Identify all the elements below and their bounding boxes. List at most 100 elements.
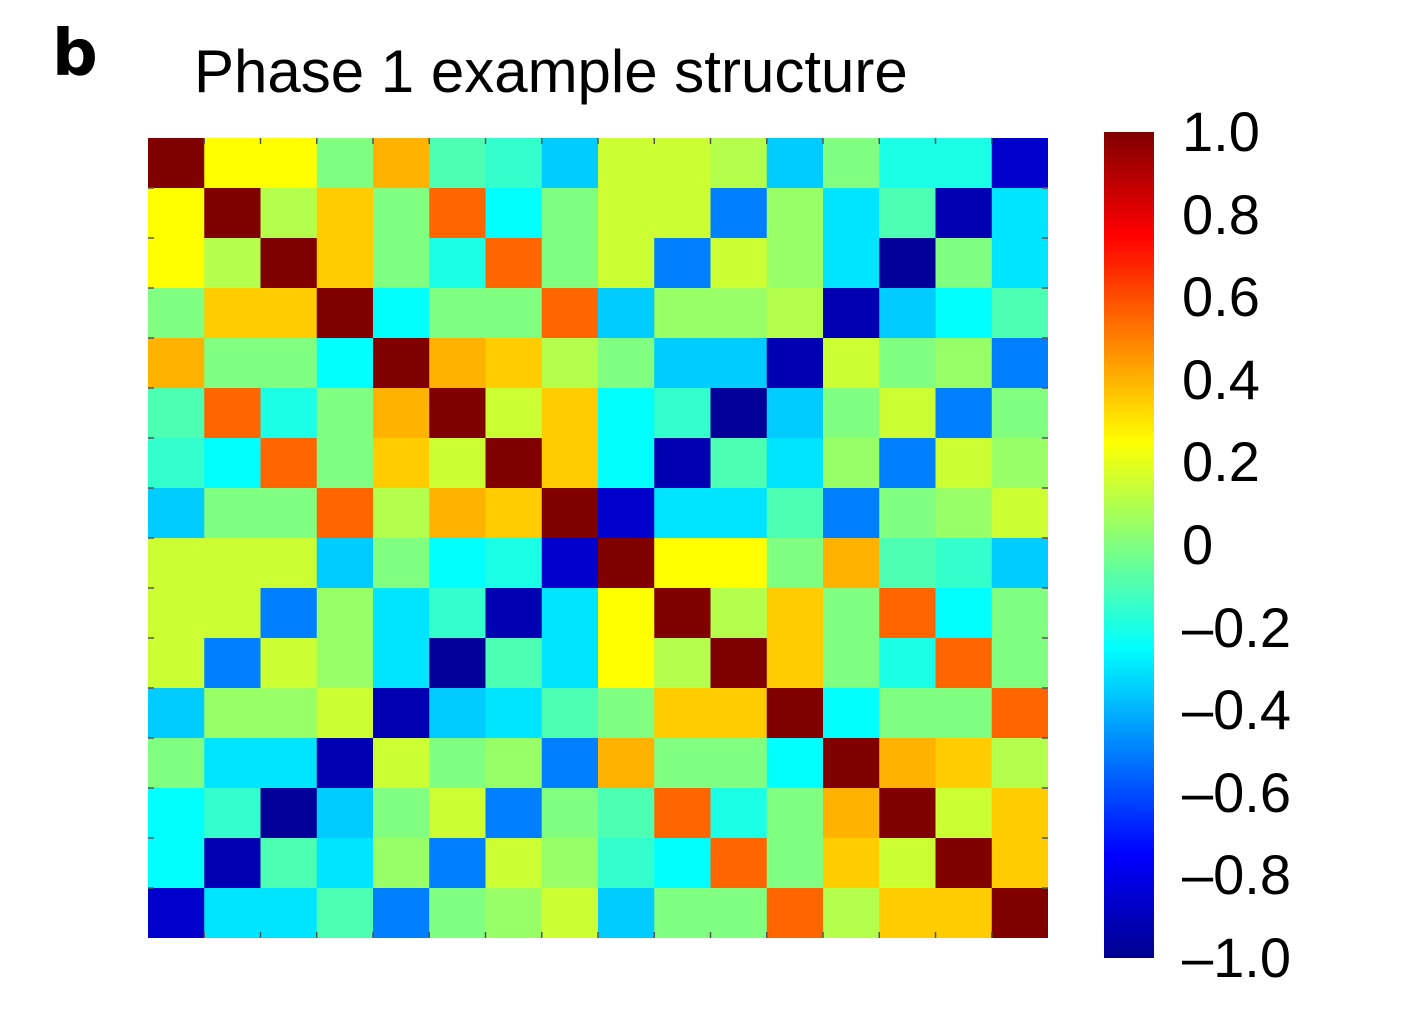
heatmap-cell — [879, 538, 936, 589]
heatmap-cell — [991, 838, 1048, 889]
heatmap-cell — [935, 838, 993, 889]
colorbar-tick-label: –0.8 — [1182, 843, 1291, 907]
heatmap-cell — [766, 338, 824, 389]
heatmap-cell — [935, 788, 993, 839]
heatmap-cell — [710, 638, 768, 689]
heatmap-cell — [260, 288, 318, 339]
heatmap-cell — [991, 888, 1048, 938]
heatmap-cell — [541, 588, 599, 639]
heatmap-cell — [879, 838, 936, 889]
heatmap-cell — [373, 288, 430, 339]
heatmap-cell — [429, 138, 486, 189]
colorbar — [1104, 132, 1154, 958]
heatmap-cell — [991, 688, 1048, 739]
heatmap-cell — [316, 538, 374, 589]
heatmap-cell — [598, 288, 655, 339]
heatmap-cell — [654, 738, 711, 789]
heatmap-cell — [373, 438, 430, 489]
heatmap-cell — [260, 538, 318, 589]
colorbar-tick-label: 0.2 — [1182, 430, 1260, 494]
heatmap-cell — [429, 238, 486, 289]
heatmap-cell — [204, 538, 261, 589]
heatmap-cell — [316, 488, 374, 539]
heatmap-cell — [654, 888, 711, 938]
heatmap-cell — [204, 288, 261, 339]
heatmap-cell — [204, 738, 261, 789]
heatmap-cell — [766, 738, 824, 789]
heatmap-cell — [204, 438, 261, 489]
heatmap-cell — [991, 638, 1048, 689]
colorbar-tick-label: –0.2 — [1182, 595, 1291, 659]
heatmap-cell — [541, 438, 599, 489]
heatmap-cell — [485, 888, 543, 938]
heatmap-cell — [541, 338, 599, 389]
heatmap-cell — [316, 788, 374, 839]
heatmap-cell — [429, 688, 486, 739]
heatmap-cell — [823, 538, 880, 589]
heatmap-cell — [373, 738, 430, 789]
heatmap-cell — [148, 738, 205, 789]
heatmap-cell — [935, 688, 993, 739]
heatmap-cell — [935, 888, 993, 938]
colorbar-tick-label: –0.6 — [1182, 760, 1291, 824]
heatmap-cell — [654, 538, 711, 589]
heatmap-cell — [823, 238, 880, 289]
heatmap-cell — [429, 888, 486, 938]
heatmap-cell — [204, 388, 261, 439]
heatmap-cell — [429, 288, 486, 339]
heatmap-cell — [991, 238, 1048, 289]
heatmap-cell — [935, 138, 993, 189]
heatmap-cell — [485, 438, 543, 489]
heatmap-cell — [148, 688, 205, 739]
heatmap-cell — [204, 838, 261, 889]
heatmap-cell — [316, 438, 374, 489]
heatmap-cell — [373, 538, 430, 589]
heatmap-cell — [373, 238, 430, 289]
heatmap-cell — [373, 138, 430, 189]
heatmap-cell — [879, 588, 936, 639]
heatmap-cell — [204, 238, 261, 289]
heatmap-cell — [935, 438, 993, 489]
colorbar-tick-label: 0.6 — [1182, 265, 1260, 329]
heatmap-cell — [598, 188, 655, 239]
heatmap-cell — [879, 888, 936, 938]
heatmap-cell — [598, 488, 655, 539]
colorbar-gradient — [1104, 132, 1154, 958]
heatmap-cell — [429, 738, 486, 789]
heatmap-cell — [710, 838, 768, 889]
heatmap-cell — [148, 438, 205, 489]
heatmap-cell — [823, 388, 880, 439]
heatmap-cell — [654, 788, 711, 839]
heatmap-cell — [654, 138, 711, 189]
heatmap-cell — [766, 538, 824, 589]
heatmap-cell — [260, 638, 318, 689]
heatmap-cell — [879, 388, 936, 439]
heatmap-cell — [598, 588, 655, 639]
heatmap-cell — [429, 438, 486, 489]
heatmap-cell — [598, 138, 655, 189]
heatmap-cell — [485, 738, 543, 789]
heatmap-cell — [710, 438, 768, 489]
heatmap-cell — [654, 188, 711, 239]
heatmap-cell — [148, 338, 205, 389]
heatmap-cell — [148, 838, 205, 889]
heatmap-cell — [148, 788, 205, 839]
heatmap-cell — [935, 738, 993, 789]
heatmap-cell — [598, 388, 655, 439]
heatmap-cell — [766, 888, 824, 938]
heatmap-cell — [260, 788, 318, 839]
heatmap-cell — [879, 738, 936, 789]
heatmap-cell — [429, 488, 486, 539]
heatmap-plot-area — [148, 138, 1048, 938]
heatmap-cell — [260, 238, 318, 289]
heatmap-cell — [766, 138, 824, 189]
colorbar-tick-label: 1.0 — [1182, 100, 1260, 163]
heatmap-cell — [991, 738, 1048, 789]
heatmap-cell — [991, 788, 1048, 839]
heatmap-cell — [485, 238, 543, 289]
heatmap-cell — [654, 638, 711, 689]
heatmap-cell — [316, 888, 374, 938]
heatmap-cell — [204, 338, 261, 389]
heatmap-cell — [373, 688, 430, 739]
heatmap-cell — [710, 888, 768, 938]
